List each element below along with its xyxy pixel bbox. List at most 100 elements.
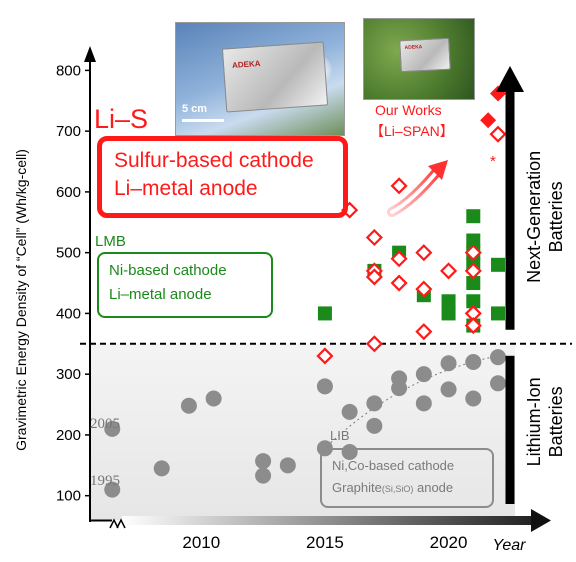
lib-data-point bbox=[341, 403, 358, 420]
lib-data-point bbox=[391, 380, 408, 397]
x-axis-bar bbox=[122, 516, 533, 525]
lis-data-point bbox=[390, 250, 408, 268]
lib-data-point bbox=[440, 381, 457, 398]
lis-data-point bbox=[489, 125, 507, 143]
lmb-data-point bbox=[441, 294, 456, 309]
progress-arrow-inner bbox=[390, 166, 442, 214]
lis-data-point bbox=[464, 262, 482, 280]
lib-region-background bbox=[90, 343, 515, 520]
lib-data-point bbox=[104, 420, 121, 437]
pouch-cell-grass-photo: ADEKA bbox=[363, 18, 475, 100]
series-li-s bbox=[316, 125, 507, 365]
lmb-data-point bbox=[466, 209, 481, 224]
lib-data-point bbox=[316, 378, 333, 395]
y-tick-label: 700 bbox=[56, 123, 81, 140]
lis-data-point bbox=[415, 323, 433, 341]
y-tick-label: 300 bbox=[56, 366, 81, 383]
lis-data-point bbox=[316, 347, 334, 365]
lmb-data-point bbox=[441, 306, 456, 321]
axis-break-mark bbox=[109, 518, 126, 529]
y-tick-label: 500 bbox=[56, 245, 81, 262]
lmb-box-line1: Ni-based cathode bbox=[109, 262, 227, 279]
lib-data-point bbox=[415, 366, 432, 383]
y-tick-label: 400 bbox=[56, 305, 81, 322]
lib-data-point bbox=[255, 453, 272, 470]
our-works-subtitle: 【Li–SPAN】 bbox=[370, 123, 454, 139]
lib-data-point bbox=[255, 467, 272, 484]
our-works-data-point bbox=[480, 112, 497, 129]
lis-data-point bbox=[464, 244, 482, 262]
lmb-data-point bbox=[466, 294, 481, 309]
pouch-cell-sky-photo: ADEKA 5 cm bbox=[175, 22, 345, 136]
scale-bar bbox=[182, 119, 224, 122]
lib-box-line1: Ni,Co-based cathode bbox=[332, 458, 455, 473]
progress-arrow-head bbox=[428, 160, 448, 180]
lmb-data-point bbox=[466, 233, 481, 248]
li-ion-label-line2: Batteries bbox=[546, 386, 566, 457]
lib-data-point bbox=[490, 349, 507, 366]
lis-box-line1: Sulfur-based cathode bbox=[114, 149, 314, 172]
y-tick-label: 100 bbox=[56, 488, 81, 505]
cell-brand-label: ADEKA bbox=[231, 58, 261, 70]
lib-data-point bbox=[366, 395, 383, 412]
y-tick-label: 800 bbox=[56, 62, 81, 79]
x-tick-label: 2010 bbox=[182, 533, 220, 552]
lib-data-point bbox=[341, 443, 358, 460]
lib-data-point bbox=[465, 390, 482, 407]
y-tick-label: 600 bbox=[56, 184, 81, 201]
lib-description-box: Ni,Co-based cathode Graphite(Si,SiO) ano… bbox=[320, 448, 494, 508]
lib-data-point bbox=[415, 395, 432, 412]
lis-data-point bbox=[365, 268, 383, 286]
y-axis-title: Gravimetric Energy Density of “Cell” (Wh… bbox=[13, 149, 29, 451]
lib-data-point bbox=[440, 355, 457, 372]
lib-title: LIB bbox=[330, 428, 350, 443]
lib-data-point bbox=[205, 390, 222, 407]
li-ion-label-line1: Lithium-Ion bbox=[524, 377, 544, 466]
lib-data-point bbox=[279, 457, 296, 474]
year-2005-label: 2005 bbox=[90, 416, 120, 432]
cell-brand-label: ADEKA bbox=[404, 44, 423, 52]
lis-data-point bbox=[390, 177, 408, 195]
scale-bar-label: 5 cm bbox=[182, 103, 208, 115]
lis-data-point bbox=[365, 335, 383, 353]
lmb-data-point bbox=[466, 276, 481, 291]
lis-data-point bbox=[415, 244, 433, 262]
pouch-cell-image: ADEKA bbox=[399, 37, 451, 73]
next-gen-label-line1: Next-Generation bbox=[524, 151, 544, 283]
lmb-data-point bbox=[317, 306, 332, 321]
lis-data-point bbox=[415, 280, 433, 298]
lis-data-point bbox=[390, 274, 408, 292]
next-gen-arrow-head bbox=[496, 66, 524, 92]
lib-data-point bbox=[366, 417, 383, 434]
y-tick-label: 200 bbox=[56, 427, 81, 444]
lib-data-point bbox=[104, 481, 121, 498]
lib-data-point bbox=[490, 375, 507, 392]
li-ion-bar bbox=[505, 355, 515, 504]
lib-data-point bbox=[465, 354, 482, 371]
lis-description-box: Sulfur-based cathode Li–metal anode bbox=[97, 136, 348, 218]
lmb-title: LMB bbox=[95, 233, 126, 250]
our-works-label: Our Works bbox=[375, 102, 442, 118]
x-tick-label: 2020 bbox=[430, 533, 468, 552]
lis-data-point bbox=[464, 317, 482, 335]
lib-data-point bbox=[153, 460, 170, 477]
x-tick-label: 2015 bbox=[306, 533, 344, 552]
year-1995-label: 1995 bbox=[90, 473, 120, 489]
next-gen-label-line2: Batteries bbox=[546, 181, 566, 252]
lmb-box-line2: Li–metal anode bbox=[109, 286, 212, 303]
asterisk-note: * bbox=[490, 153, 496, 170]
x-axis-title: Year bbox=[493, 537, 527, 554]
series-lib bbox=[104, 349, 507, 498]
lib-box-line2: Graphite(Si,SiO) anode bbox=[332, 480, 454, 495]
lmb-description-box: Ni-based cathode Li–metal anode bbox=[97, 252, 273, 318]
lis-title: Li–S bbox=[94, 104, 148, 134]
lmb-data-point bbox=[491, 257, 506, 272]
lmb-data-point bbox=[491, 306, 506, 321]
x-axis-arrowhead bbox=[531, 509, 551, 532]
lis-data-point bbox=[365, 228, 383, 247]
lib-data-point bbox=[180, 397, 197, 414]
pouch-cell-image: ADEKA bbox=[221, 41, 329, 113]
lis-data-point bbox=[440, 262, 458, 280]
y-axis-arrowhead bbox=[84, 46, 96, 62]
